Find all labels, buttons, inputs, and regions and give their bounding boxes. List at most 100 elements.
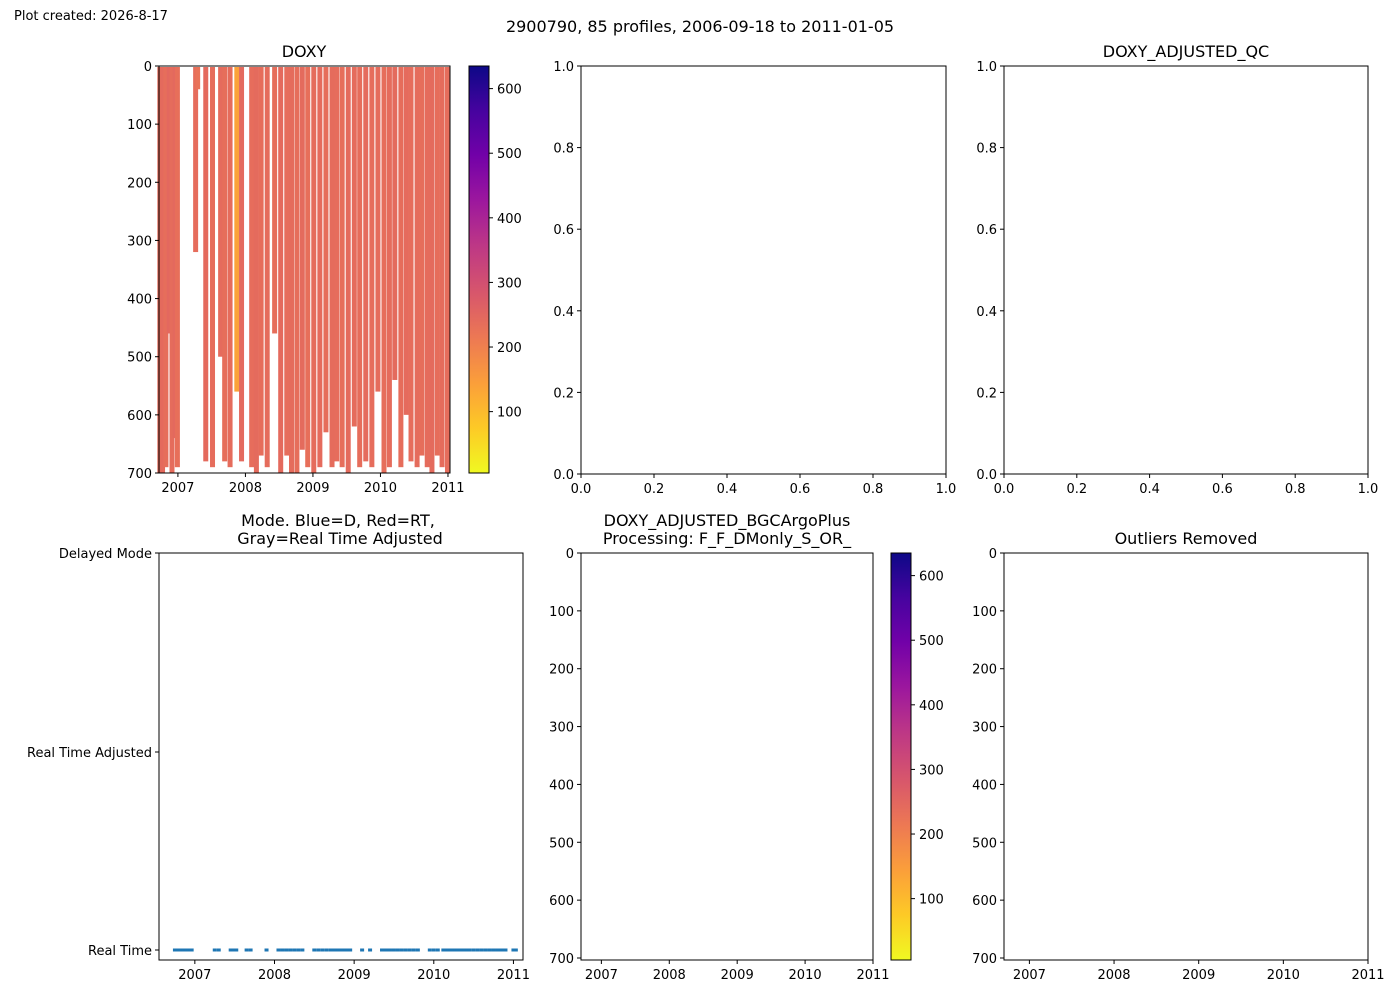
outliers-ytick-label: 100 <box>972 605 997 620</box>
bgc-xtick-label: 2007 <box>585 968 618 983</box>
doxy-profile-47 <box>424 67 430 468</box>
mode-point-28 <box>320 948 325 952</box>
doxy-profile-24 <box>294 67 300 473</box>
doxy-profile-36 <box>363 67 369 462</box>
mode-point-62 <box>460 948 465 952</box>
mode-point-74 <box>503 948 508 952</box>
mode-point-47 <box>403 948 408 952</box>
bgc-ticks: 2007 2008 2009 2010 2011 0 100 200 300 400 500 600 7… <box>549 547 889 983</box>
doxy-profile-2 <box>163 67 169 468</box>
bgc-xtick-label: 2011 <box>856 968 889 983</box>
adjusted-qc-xtick-label: 0.8 <box>1285 482 1306 497</box>
doxy-profile-33 <box>345 67 351 473</box>
mode-axes-frame <box>158 552 524 961</box>
mode-point-25 <box>300 948 305 952</box>
mode-point-37 <box>345 948 350 952</box>
outliers-ytick-label: 500 <box>972 836 997 851</box>
bgc-ytick-label: 700 <box>549 952 574 967</box>
bgc-ytick-label: 0 <box>566 547 574 562</box>
doxy-profile-48 <box>429 67 435 473</box>
doxy-profile-23 <box>289 67 295 473</box>
mode-point-70 <box>487 948 492 952</box>
mode-ytick-label: Real Time Adjusted <box>27 746 152 761</box>
doxy-profile-17 <box>253 67 259 473</box>
mode-point-48 <box>407 948 412 952</box>
doxy-profile-7 <box>193 67 199 253</box>
doxy-profile-49 <box>434 67 440 456</box>
adjusted-qc-ytick-label: 0.4 <box>976 305 997 320</box>
adjusted-qc-ticks: 0.0 0.2 0.4 0.6 0.8 1.0 0.0 0.2 0.4 0.6 0.8 1.0 <box>976 60 1378 497</box>
figure-title: 2900790, 85 profiles, 2006-09-18 to 2011… <box>506 17 894 36</box>
doxy-profile-29 <box>323 67 329 433</box>
doxy-profile-0 <box>157 67 163 473</box>
doxy-profile-50 <box>439 67 445 468</box>
doxy-profile-8 <box>195 67 201 90</box>
mode-ytick-label: Real Time <box>88 944 152 959</box>
doxy-ytick-label: 600 <box>127 409 152 424</box>
adjusted-qc-ytick-label: 0.8 <box>976 142 997 157</box>
blank-xtick-label: 0.0 <box>571 482 592 497</box>
mode-point-61 <box>458 948 463 952</box>
doxy-cbtick-label: 400 <box>497 212 522 227</box>
doxy-cbtick-label: 300 <box>497 276 522 291</box>
doxy-profile-3 <box>166 67 172 334</box>
bgc-cbtick-label: 500 <box>919 634 944 649</box>
mode-point-46 <box>399 948 404 952</box>
doxy-ytick-label: 0 <box>144 60 152 75</box>
mode-point-49 <box>411 948 416 952</box>
mode-point-18 <box>264 948 269 952</box>
bgc-cbtick-label: 200 <box>919 828 944 843</box>
mode-point-10 <box>189 948 194 952</box>
mode-point-51 <box>427 948 432 952</box>
mode-point-76 <box>513 948 518 952</box>
bgc-cbtick-label: 300 <box>919 763 944 778</box>
doxy-profile-25 <box>299 67 305 450</box>
mode-title-line-2: Gray=Real Time Adjusted <box>237 529 443 548</box>
mode-point-72 <box>495 948 500 952</box>
blank-ytick-label: 0.6 <box>553 223 574 238</box>
doxy-profile-30 <box>329 67 335 468</box>
bgc-xtick-label: 2008 <box>653 968 686 983</box>
blank-xtick-label: 0.8 <box>863 482 884 497</box>
mode-point-60 <box>455 948 460 952</box>
mode-point-14 <box>231 948 236 952</box>
mode-point-75 <box>511 948 516 952</box>
mode-xtick-label: 2008 <box>258 968 291 983</box>
blank-ytick-label: 0.4 <box>553 305 574 320</box>
adjusted-qc-ytick-label: 1.0 <box>976 60 997 75</box>
outliers-title: Outliers Removed <box>1115 529 1258 548</box>
blank-ytick-label: 0.0 <box>553 468 574 483</box>
bgc-cbtick-label: 100 <box>919 893 944 908</box>
doxy-profile-32 <box>339 67 345 468</box>
doxy-profile-15 <box>239 67 245 462</box>
mode-point-71 <box>491 948 496 952</box>
mode-point-59 <box>453 948 458 952</box>
doxy-profile-35 <box>357 67 363 468</box>
doxy-profile-28 <box>317 67 323 468</box>
mode-xtick-label: 2010 <box>417 968 450 983</box>
doxy-profile-44 <box>408 67 414 462</box>
bgc-ytick-label: 300 <box>549 721 574 736</box>
mode-point-21 <box>284 948 289 952</box>
doxy-profile-21 <box>278 67 284 473</box>
mode-point-30 <box>328 948 333 952</box>
mode-point-44 <box>391 948 396 952</box>
bgc-ytick-label: 100 <box>549 605 574 620</box>
doxy-profile-51 <box>444 67 450 473</box>
mode-point-55 <box>443 948 448 952</box>
outliers-xtick-label: 2010 <box>1267 968 1300 983</box>
mode-point-19 <box>276 948 281 952</box>
mode-point-65 <box>467 948 472 952</box>
mode-title-line-1: Mode. Blue=D, Red=RT, <box>241 511 435 530</box>
outliers-xtick-label: 2009 <box>1182 968 1215 983</box>
bgc-axes-frame <box>580 552 874 961</box>
outliers-ytick-label: 400 <box>972 778 997 793</box>
bgc-panel: DOXY_ADJUSTED_BGCArgoPlus Processing: F_… <box>549 511 944 983</box>
mode-point-0 <box>172 948 177 952</box>
outliers-ytick-label: 600 <box>972 894 997 909</box>
mode-ticks: 2007 2008 2009 2010 2011 Real Time Real Time A… <box>27 547 530 983</box>
mode-point-36 <box>343 948 348 952</box>
mode-point-64 <box>465 948 470 952</box>
doxy-panel: DOXY 2007 2008 2009 2010 2011 0 100 200 300 400 50… <box>127 42 522 496</box>
